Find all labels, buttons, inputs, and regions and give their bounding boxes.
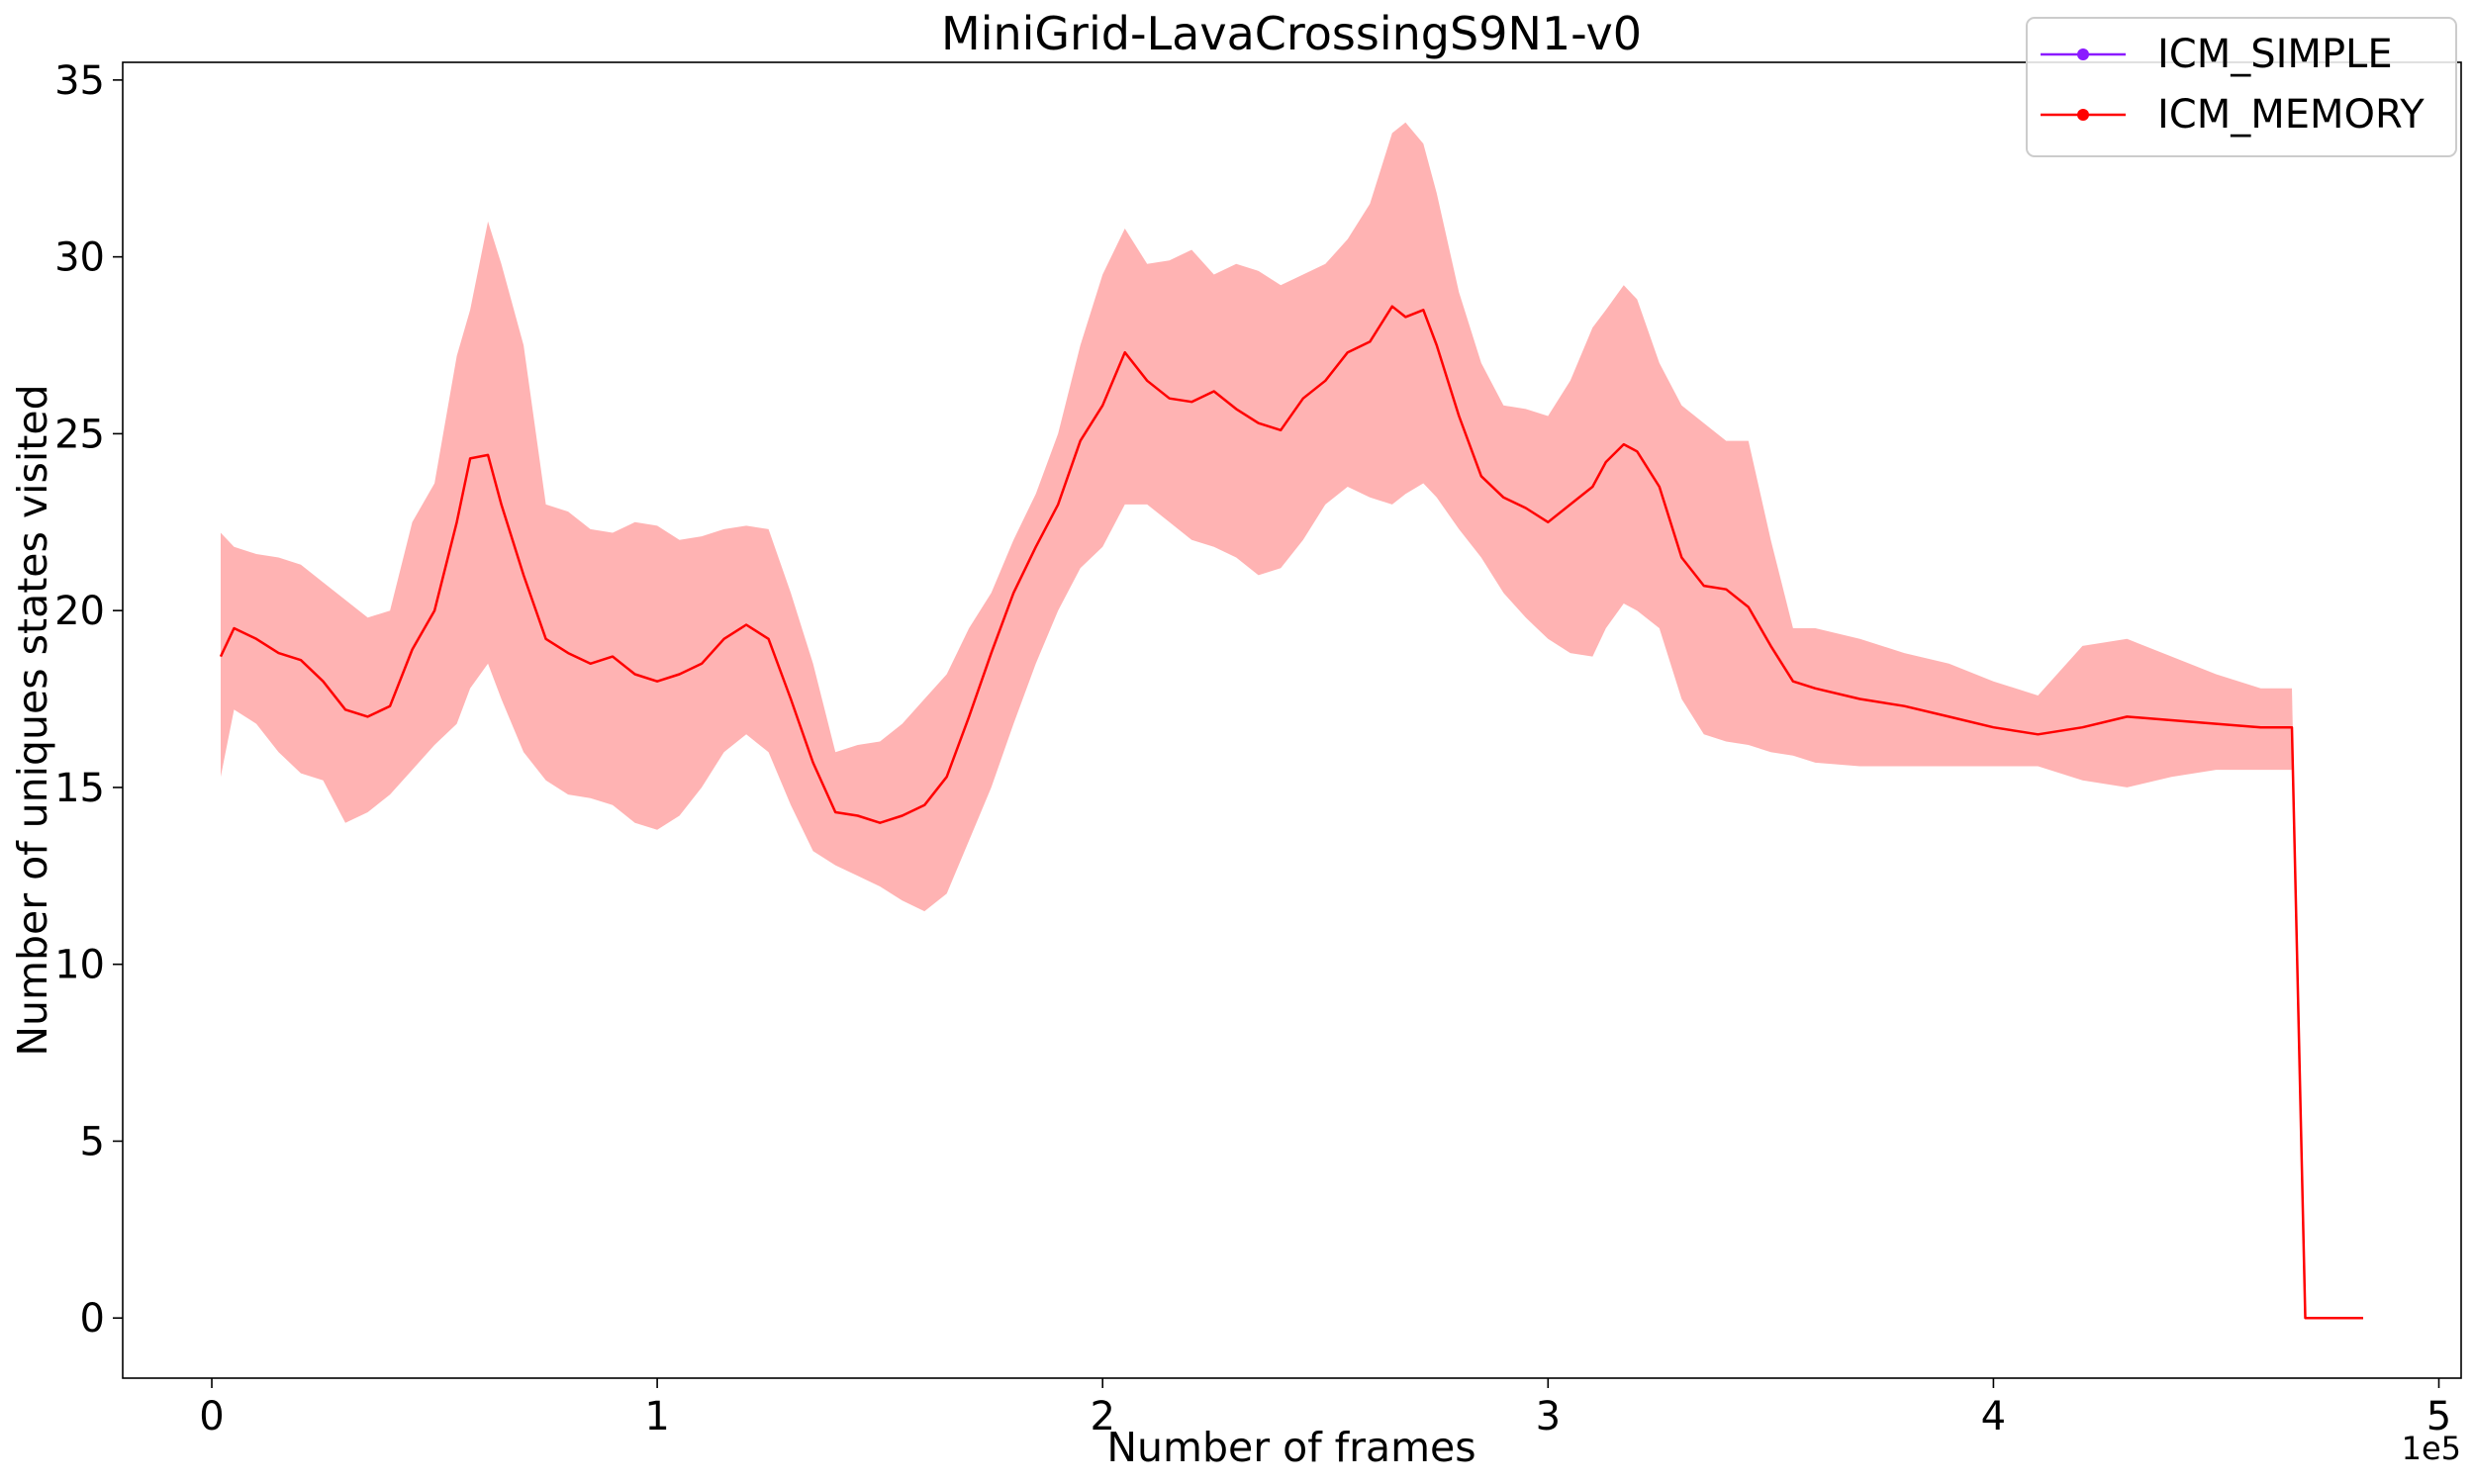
plot-area-frame: [122, 61, 2462, 1379]
x-tick-label: 4: [1981, 1394, 2006, 1439]
legend-marker-icm-memory: [2077, 109, 2089, 121]
chart-title: MiniGrid-LavaCrossingS9N1-v0: [941, 7, 1642, 60]
y-tick-label: 20: [54, 589, 105, 634]
series-line-icm-memory: [219, 305, 2363, 1320]
y-tick-label: 5: [80, 1119, 105, 1164]
legend-label-icm-memory: ICM_MEMORY: [2157, 92, 2425, 138]
legend-box: [2026, 17, 2457, 157]
y-axis-label: Number of uniques states visited: [9, 384, 56, 1056]
x-tick-label: 0: [199, 1394, 224, 1439]
x-tick-label: 3: [1536, 1394, 1561, 1439]
legend-marker-icm-simple: [2077, 48, 2089, 60]
y-tick-label: 15: [54, 766, 105, 811]
x-axis-label: Number of frames: [1106, 1424, 1475, 1471]
x-axis-ticks: 0 1 2 3 4 5: [199, 1378, 2451, 1439]
series-line-layer: [219, 305, 2363, 1320]
confidence-band-layer: [221, 122, 2363, 1319]
legend: ICM_SIMPLE ICM_MEMORY: [2026, 17, 2457, 157]
y-tick-label: 25: [54, 412, 105, 457]
y-tick-label: 35: [54, 58, 105, 104]
confidence-band-icm-memory: [221, 122, 2363, 1319]
x-axis-offset-label: 1e5: [2402, 1430, 2461, 1467]
y-tick-label: 0: [80, 1296, 105, 1342]
y-tick-label: 10: [54, 943, 105, 988]
x-tick-label: 5: [2426, 1394, 2451, 1439]
x-tick-label: 2: [1090, 1394, 1114, 1439]
legend-entry-icm-simple: ICM_SIMPLE: [2041, 32, 2393, 77]
x-tick-label: 1: [644, 1394, 669, 1439]
legend-label-icm-simple: ICM_SIMPLE: [2157, 32, 2393, 77]
y-axis-ticks: 0 5 10 15 20 25 30 35: [54, 58, 123, 1342]
y-tick-label: 30: [54, 235, 105, 281]
legend-entry-icm-memory: ICM_MEMORY: [2041, 92, 2425, 138]
